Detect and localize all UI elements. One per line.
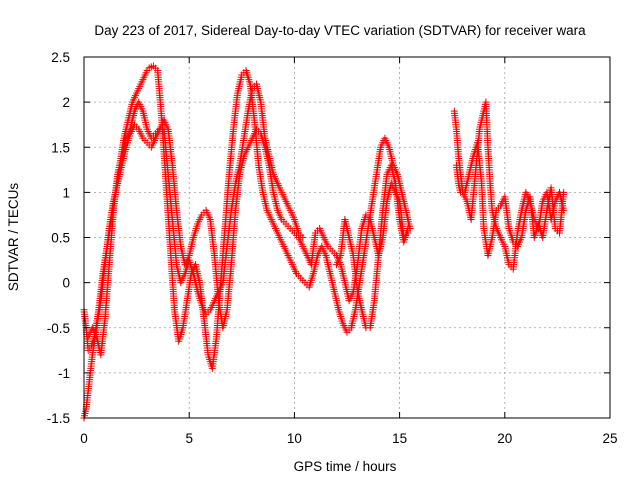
x-axis-label: GPS time / hours: [294, 459, 397, 474]
y-tick-label: 2.5: [51, 50, 70, 65]
y-axis-label: SDTVAR / TECUs: [6, 183, 21, 292]
y-tick-label: 0: [62, 276, 70, 291]
y-tick-label: 2: [62, 95, 70, 110]
series-sdtvar-track-c: [84, 80, 412, 359]
tick-layer: -1.5 -1 -0.5 0 0.5 1 1.5 2 2.5 0 5 10 15 20 25: [47, 50, 618, 446]
x-tick-label: 10: [287, 431, 302, 446]
y-tick-label: -1.5: [47, 411, 70, 426]
x-tick-label: 0: [80, 431, 88, 446]
x-tick-label: 20: [497, 431, 512, 446]
data-point: [299, 234, 307, 241]
x-tick-label: 25: [602, 431, 617, 446]
x-tick-label: 5: [185, 431, 193, 446]
x-tick-label: 15: [392, 431, 407, 446]
data-point: [404, 224, 412, 232]
data-layer: [80, 62, 568, 422]
y-tick-label: 1.5: [51, 140, 70, 155]
y-tick-label: -1: [58, 366, 70, 381]
y-tick-label: 1: [62, 185, 70, 200]
y-tick-label: -0.5: [47, 321, 70, 336]
y-tick-label: 0.5: [51, 231, 70, 246]
data-point: [560, 188, 568, 196]
chart-title: Day 223 of 2017, Sidereal Day-to-day VTE…: [94, 23, 586, 38]
series-sdtvar-late-segment-2: [452, 139, 568, 260]
